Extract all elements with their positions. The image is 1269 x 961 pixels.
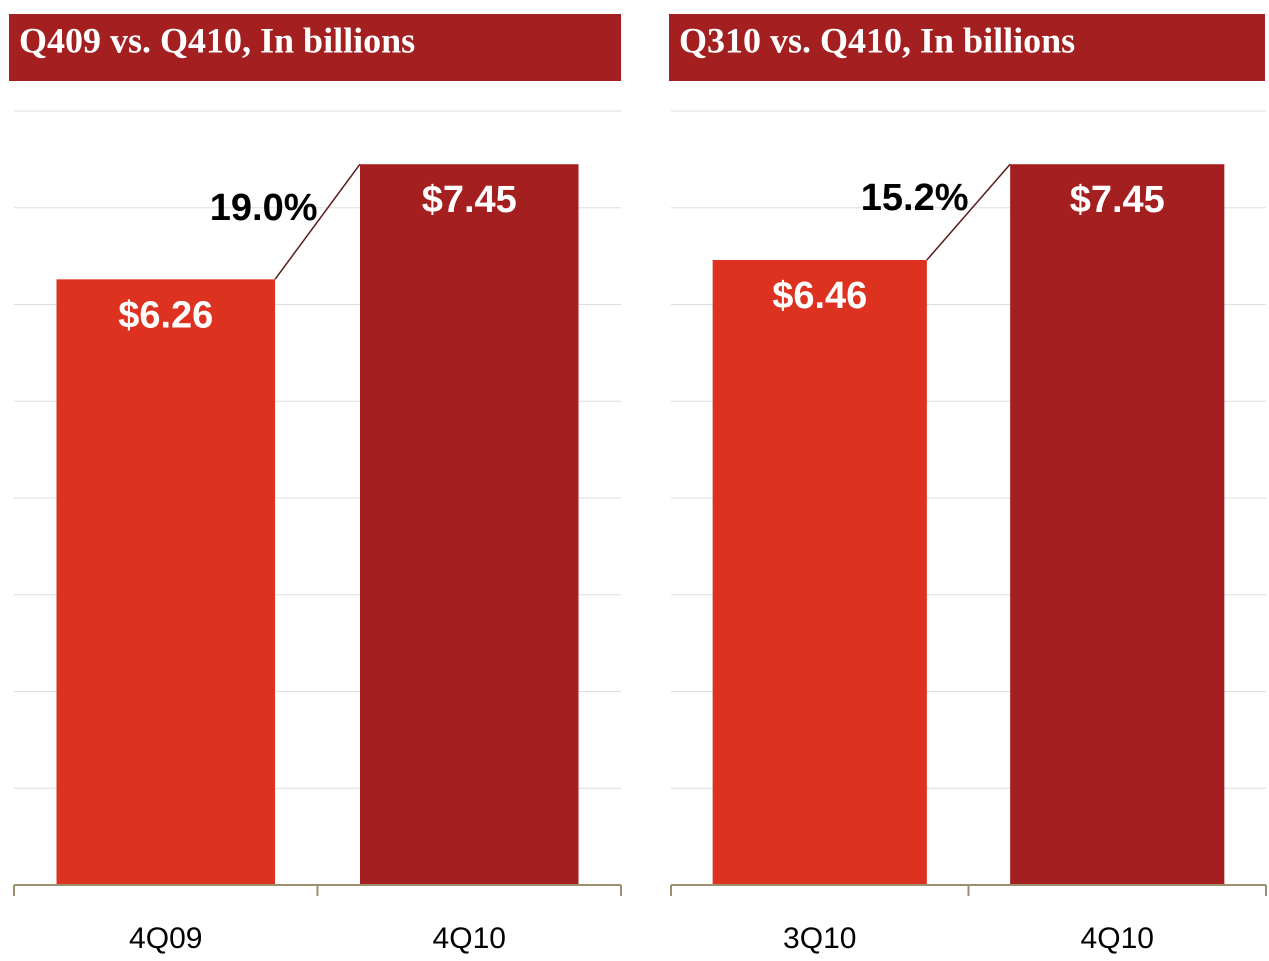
title-banner (9, 14, 621, 81)
value-label: $6.26 (118, 294, 213, 336)
annotation: 19.0% (210, 187, 318, 229)
title-banner (669, 14, 1265, 81)
connector (926, 163, 1011, 261)
x-tick-label: 4Q10 (1081, 922, 1154, 955)
x-tick-label: 4Q09 (129, 922, 202, 955)
annotation: 15.2% (861, 177, 969, 219)
bar (359, 164, 579, 885)
bar (56, 279, 276, 886)
chart-title: Q409 vs. Q410, In billions (19, 20, 415, 60)
bar (712, 259, 927, 885)
value-label: $6.46 (772, 275, 867, 317)
x-tick-label: 3Q10 (783, 922, 856, 955)
chart-title: Q310 vs. Q410, In billions (679, 20, 1075, 60)
value-label: $7.45 (1070, 179, 1165, 221)
value-label: $7.45 (422, 179, 517, 221)
connector (274, 163, 361, 280)
bar (1010, 164, 1225, 885)
x-tick-label: 4Q10 (433, 922, 506, 955)
